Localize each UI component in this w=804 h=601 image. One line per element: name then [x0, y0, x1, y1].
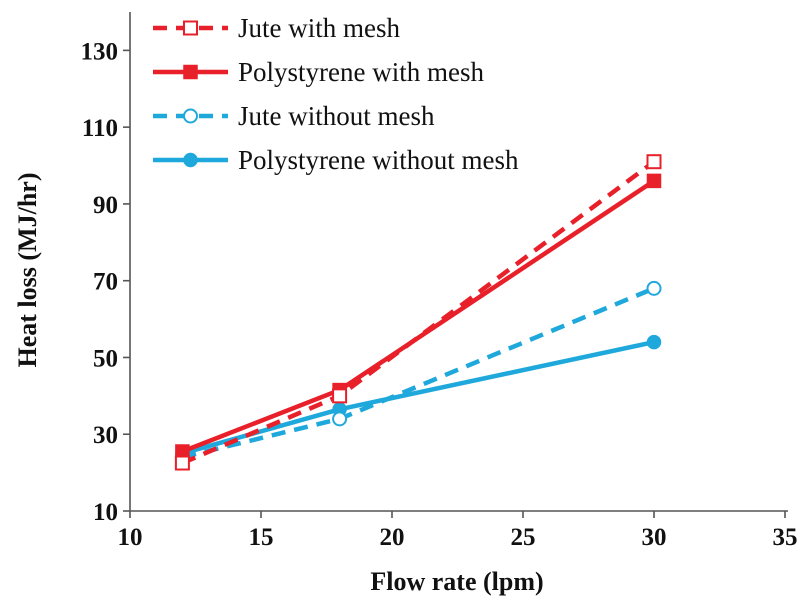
- y-ticks: 10 30 50 70 90 110 130: [81, 38, 130, 526]
- data-point: [646, 173, 662, 189]
- y-tick-label: 110: [82, 115, 118, 142]
- y-tick-label: 10: [93, 499, 118, 526]
- y-tick-label: 50: [93, 345, 118, 372]
- legend-label: Polystyrene without mesh: [238, 145, 519, 175]
- data-point: [332, 388, 348, 404]
- legend-marker: [183, 108, 198, 124]
- y-tick-label: 70: [93, 269, 118, 296]
- series-line: [181, 159, 656, 466]
- x-tick-label: 25: [511, 524, 536, 551]
- y-tick-label: 130: [81, 38, 119, 65]
- series-polystyrene-without-mesh: [175, 334, 662, 461]
- legend-label: Polystyrene with mesh: [238, 57, 484, 87]
- data-point: [332, 411, 348, 427]
- y-tick-label: 90: [93, 192, 118, 219]
- series-line: [181, 339, 655, 456]
- x-axis-title: Flow rate (lpm): [370, 567, 543, 596]
- legend-marker: [183, 152, 198, 168]
- legend-label: Jute with mesh: [238, 13, 400, 43]
- axes: [129, 12, 788, 512]
- x-ticks: 10 15 20 25 30 35: [118, 511, 798, 551]
- legend-item: Jute with mesh: [153, 13, 400, 43]
- data-point: [174, 455, 190, 471]
- data-point: [646, 154, 662, 170]
- series-layer: [174, 154, 662, 471]
- data-point: [646, 280, 662, 296]
- y-axis-title: Heat loss (MJ/hr): [13, 173, 42, 368]
- data-point: [646, 334, 662, 350]
- x-tick-label: 30: [642, 524, 667, 551]
- x-tick-label: 35: [773, 524, 798, 551]
- legend-label: Jute without mesh: [238, 101, 435, 131]
- series-jute-with-mesh: [174, 154, 662, 471]
- series-polystyrene-with-mesh: [175, 173, 662, 459]
- y-tick-label: 30: [93, 422, 118, 449]
- x-tick-label: 15: [249, 524, 274, 551]
- legend-item: Polystyrene with mesh: [153, 57, 484, 87]
- legend-marker: [183, 20, 198, 36]
- legend-item: Jute without mesh: [153, 101, 435, 131]
- legend-item: Polystyrene without mesh: [153, 145, 519, 175]
- legend: Jute with mesh Polystyrene with mesh Jute …: [153, 13, 519, 175]
- x-tick-label: 10: [118, 524, 143, 551]
- x-tick-label: 20: [380, 524, 405, 551]
- legend-marker: [183, 64, 198, 80]
